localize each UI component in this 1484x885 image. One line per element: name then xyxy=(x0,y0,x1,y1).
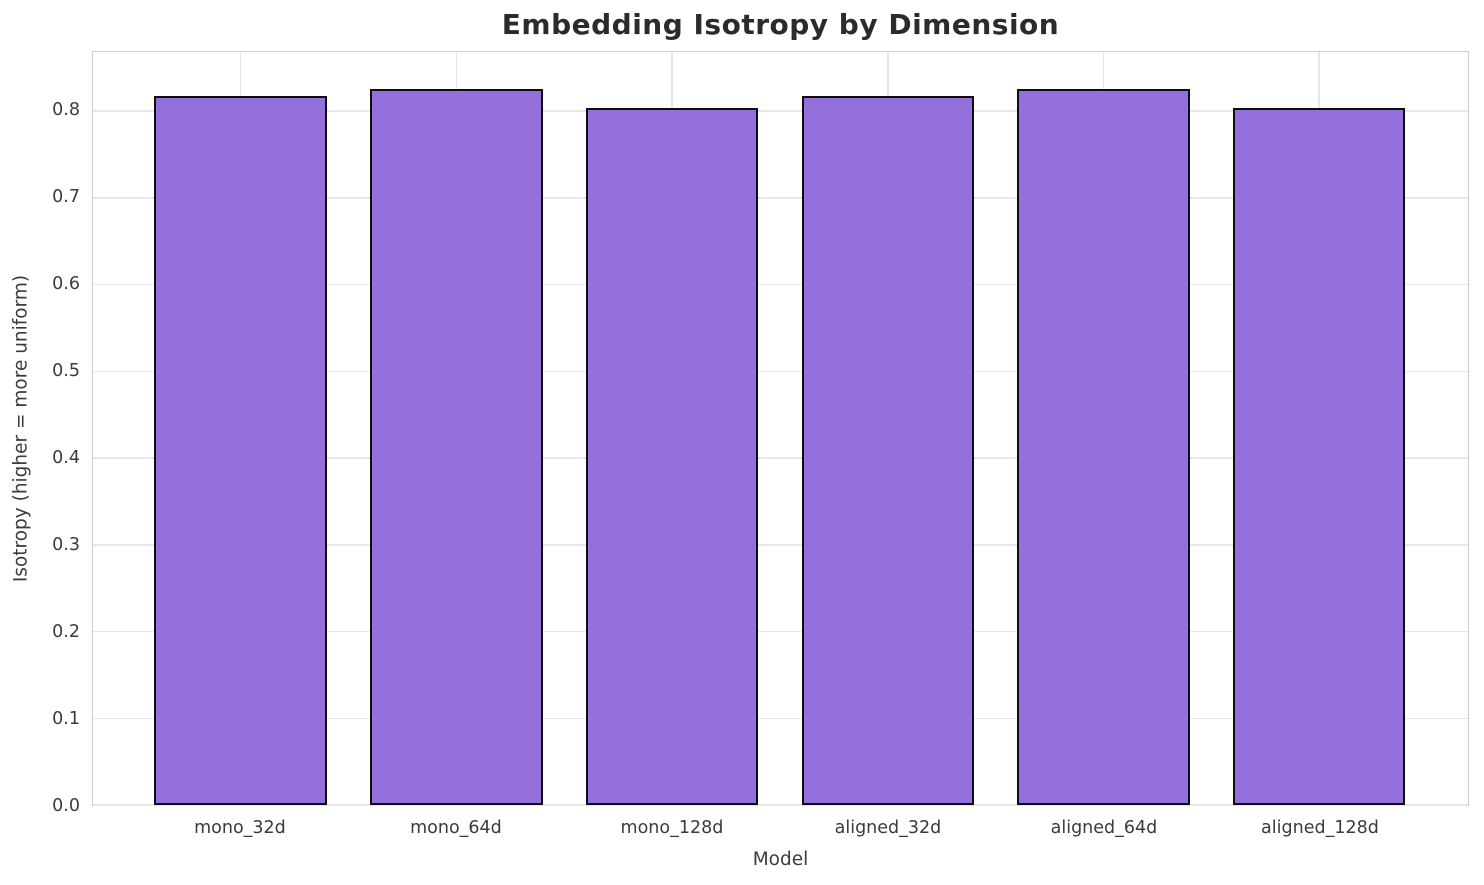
y-tick-label: 0.1 xyxy=(52,708,80,729)
y-tick-label: 0.7 xyxy=(52,186,80,207)
x-tick-label: mono_128d xyxy=(620,818,724,838)
y-gridline xyxy=(93,110,1468,112)
y-tick-label: 0.6 xyxy=(52,273,80,294)
x-tick-label: aligned_32d xyxy=(834,818,942,838)
y-gridline xyxy=(93,197,1468,199)
bar-mono_128d xyxy=(585,107,759,805)
y-gridline xyxy=(93,544,1468,546)
y-gridline xyxy=(93,370,1468,372)
y-gridline xyxy=(93,630,1468,633)
x-tick-label: aligned_128d xyxy=(1261,818,1379,838)
y-gridline xyxy=(93,804,1468,806)
y-tick-label: 0.5 xyxy=(52,360,80,381)
chart-title: Embedding Isotropy by Dimension xyxy=(501,8,1060,41)
bar-mono_32d xyxy=(154,96,328,805)
bar-mono_64d xyxy=(370,89,543,805)
x-axis-label: Model xyxy=(752,849,809,870)
y-gridline xyxy=(93,717,1468,719)
y-tick-label: 0.8 xyxy=(52,99,80,120)
bar-aligned_32d xyxy=(801,96,975,805)
y-tick-label: 0.3 xyxy=(52,534,80,555)
bar-aligned_64d xyxy=(1017,89,1190,805)
y-gridline xyxy=(93,457,1468,459)
plot-area xyxy=(92,51,1469,806)
x-tick-label: mono_64d xyxy=(410,818,502,838)
y-tick-label: 0.4 xyxy=(52,447,80,468)
x-tick-label: mono_32d xyxy=(194,818,286,838)
y-tick-label: 0.2 xyxy=(52,621,80,642)
y-tick-label: 0.0 xyxy=(52,795,80,816)
y-gridline xyxy=(93,283,1468,286)
x-tick-label: aligned_64d xyxy=(1050,818,1158,838)
bar-aligned_128d xyxy=(1232,107,1406,805)
